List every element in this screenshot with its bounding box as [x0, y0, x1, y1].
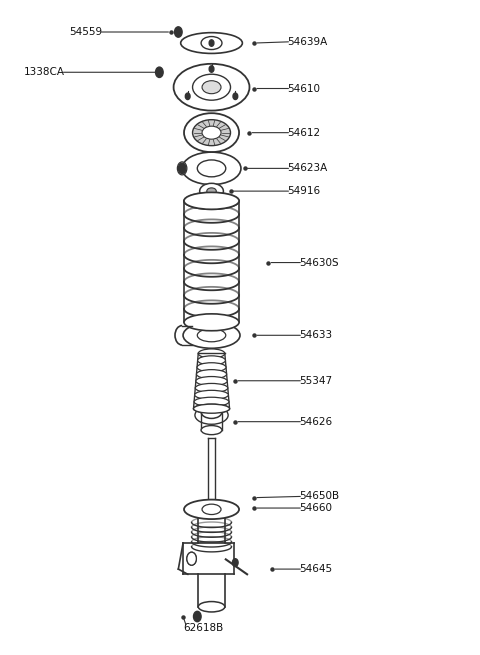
Circle shape [209, 40, 214, 47]
Ellipse shape [184, 113, 239, 152]
Ellipse shape [198, 601, 225, 612]
Ellipse shape [183, 322, 240, 348]
Text: 54639A: 54639A [288, 37, 328, 47]
Ellipse shape [195, 390, 228, 400]
Ellipse shape [207, 188, 216, 195]
Ellipse shape [187, 552, 196, 565]
Ellipse shape [192, 120, 230, 145]
Text: 54612: 54612 [288, 128, 321, 138]
Circle shape [185, 93, 190, 100]
Ellipse shape [182, 152, 241, 185]
Ellipse shape [196, 369, 227, 379]
Ellipse shape [202, 504, 221, 515]
Circle shape [193, 611, 201, 622]
Ellipse shape [193, 404, 229, 413]
Text: 54650B: 54650B [300, 491, 339, 501]
Ellipse shape [196, 377, 227, 386]
Ellipse shape [198, 356, 226, 365]
Ellipse shape [197, 363, 226, 372]
Text: 54559: 54559 [69, 27, 102, 37]
Ellipse shape [178, 162, 187, 175]
Ellipse shape [201, 426, 222, 435]
Text: 54645: 54645 [300, 564, 333, 574]
Text: 54623A: 54623A [288, 163, 328, 174]
Ellipse shape [174, 64, 250, 111]
Ellipse shape [202, 81, 221, 94]
Ellipse shape [184, 314, 239, 331]
Ellipse shape [184, 500, 239, 519]
Text: 1338CA: 1338CA [24, 67, 64, 77]
Text: 54633: 54633 [300, 330, 333, 341]
Circle shape [233, 93, 238, 100]
Text: 54626: 54626 [300, 417, 333, 426]
Text: 62618B: 62618B [183, 622, 223, 633]
Circle shape [209, 66, 214, 72]
Circle shape [156, 67, 163, 77]
Ellipse shape [201, 37, 222, 50]
Ellipse shape [184, 193, 239, 210]
Ellipse shape [180, 33, 242, 54]
Ellipse shape [193, 404, 229, 413]
Ellipse shape [197, 329, 226, 342]
Circle shape [232, 559, 238, 567]
Text: 54610: 54610 [288, 83, 321, 94]
Ellipse shape [192, 74, 230, 100]
Circle shape [187, 552, 196, 565]
Ellipse shape [198, 349, 225, 358]
Ellipse shape [195, 406, 228, 424]
Text: 54660: 54660 [300, 503, 332, 513]
Ellipse shape [194, 397, 229, 406]
Ellipse shape [195, 383, 228, 392]
Ellipse shape [200, 183, 223, 199]
Circle shape [179, 163, 186, 174]
Ellipse shape [201, 405, 222, 419]
Text: 55347: 55347 [300, 376, 333, 386]
Ellipse shape [197, 160, 226, 177]
Text: 54916: 54916 [288, 186, 321, 196]
Circle shape [175, 27, 182, 37]
Ellipse shape [202, 126, 221, 139]
Text: 54630S: 54630S [300, 257, 339, 267]
